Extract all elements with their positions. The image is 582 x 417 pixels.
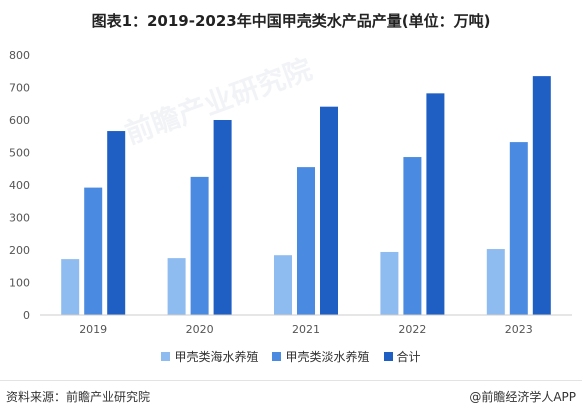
- bar-2021-series3: [320, 106, 338, 315]
- legend-swatch-series1: [161, 352, 171, 361]
- legend-item-series1: 甲壳类海水养殖: [161, 348, 258, 365]
- bar-2019-series2: [84, 187, 103, 315]
- bar-2020-series3: [213, 120, 232, 315]
- legend-label-series2: 甲壳类淡水养殖: [285, 350, 370, 364]
- bar-2022-series3: [426, 93, 445, 315]
- bar-2020-series2: [190, 176, 209, 315]
- y-axis: 0 100 200 300 400 500 600 700 800: [9, 49, 30, 322]
- bar-2023-series2: [509, 142, 528, 315]
- x-tick-label-2019: 2019: [79, 323, 107, 336]
- source-note: 资料来源：前瞻产业研究院: [6, 390, 151, 404]
- y-tick-label-100: 100: [9, 277, 30, 290]
- bar-2021-series1: [274, 255, 292, 315]
- x-tick-label-2022: 2022: [398, 323, 426, 336]
- legend-swatch-series2: [272, 352, 282, 361]
- y-tick-label-500: 500: [9, 147, 30, 160]
- bar-2021-series2: [297, 167, 315, 315]
- y-tick-label-0: 0: [23, 309, 30, 322]
- legend-item-series3: 合计: [383, 348, 421, 365]
- y-tick-label-700: 700: [9, 82, 30, 95]
- bar-2019-series1: [61, 259, 80, 315]
- bar-2019-series3: [107, 131, 126, 315]
- bar-2023-series3: [532, 76, 551, 315]
- bar-2022-series2: [403, 157, 422, 315]
- y-tick-label-600: 600: [9, 114, 30, 127]
- legend-label-series1: 甲壳类海水养殖: [174, 350, 259, 364]
- bars: [61, 76, 551, 315]
- legend-label-series3: 合计: [396, 350, 421, 364]
- legend-item-series2: 甲壳类淡水养殖: [272, 348, 370, 365]
- bar-2022-series1: [380, 251, 399, 315]
- y-tick-label-400: 400: [9, 179, 30, 192]
- chart-title: 图表1：2019-2023年中国甲壳类水产品产量(单位：万吨): [91, 12, 491, 30]
- y-tick-label-800: 800: [9, 49, 30, 62]
- bar-2020-series1: [167, 258, 186, 315]
- y-tick-label-300: 300: [9, 212, 30, 225]
- x-tick-label-2021: 2021: [292, 323, 320, 336]
- brand-note: @前瞻经济学人APP: [469, 390, 576, 404]
- legend: 甲壳类海水养殖 甲壳类淡水养殖 合计: [0, 348, 582, 365]
- bar-2023-series1: [486, 249, 505, 315]
- legend-swatch-series3: [383, 352, 393, 361]
- y-tick-label-200: 200: [9, 244, 30, 257]
- footer-divider: [0, 380, 582, 381]
- x-tick-label-2020: 2020: [186, 323, 214, 336]
- x-tick-label-2023: 2023: [505, 323, 533, 336]
- x-axis: 2019 2020 2021 2022 2023: [40, 314, 572, 336]
